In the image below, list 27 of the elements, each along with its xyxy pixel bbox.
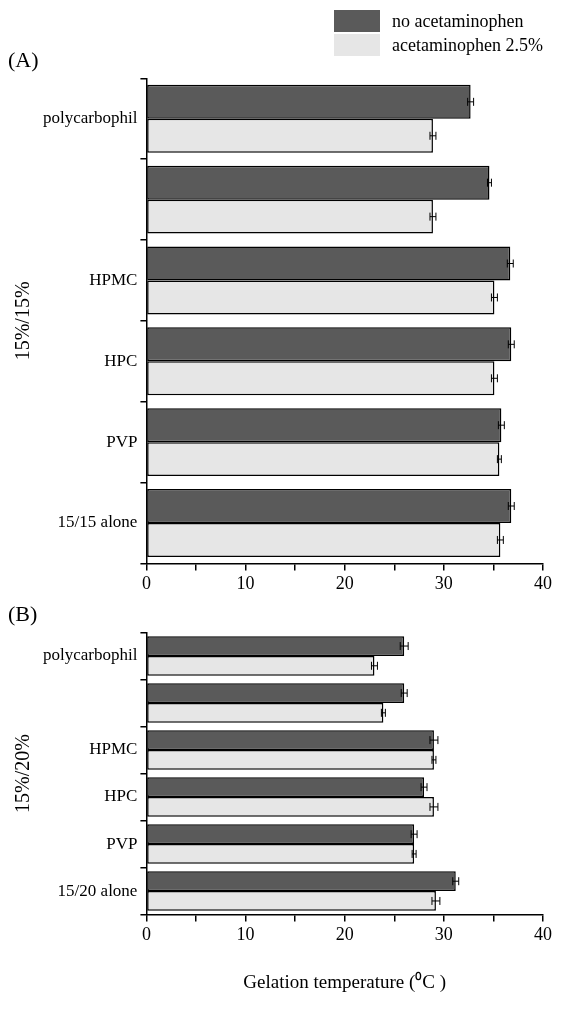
y-tick-label: 15/20 alone	[57, 880, 138, 900]
x-tick-label: 20	[335, 924, 354, 945]
y-axis-title: 15%/15%	[11, 281, 34, 361]
x-tick-label: 30	[434, 572, 453, 593]
y-tick-label: HPC	[104, 786, 138, 806]
chart-title: (B)	[8, 600, 38, 626]
y-tick-label: PVP	[106, 833, 138, 853]
y-tick-label: polycarbophil	[43, 108, 138, 128]
y-tick-label: 15/15 alone	[57, 512, 138, 532]
chart-title: (A)	[8, 46, 39, 72]
x-tick-label: 10	[236, 572, 255, 593]
y-axis-title: 15%/20%	[11, 734, 34, 813]
legend-label: no acetaminophen	[392, 10, 524, 32]
x-tick-label: 0	[141, 572, 151, 593]
x-tick-label: 0	[141, 924, 151, 945]
legend-label: acetaminophen 2.5%	[392, 34, 543, 56]
y-tick-label: HPC	[104, 350, 138, 370]
x-axis-title: Gelation temperature (⁰C )	[243, 970, 447, 993]
x-tick-label: 10	[236, 924, 255, 945]
y-tick-label: HPMC	[89, 269, 138, 289]
x-tick-label: 40	[534, 924, 552, 945]
x-tick-label: 20	[335, 572, 354, 593]
x-tick-label: 40	[534, 572, 552, 593]
y-tick-label: PVP	[106, 431, 138, 451]
y-tick-label: polycarbophil	[43, 645, 138, 665]
x-tick-label: 30	[434, 924, 453, 945]
y-tick-label: HPMC	[89, 739, 138, 759]
